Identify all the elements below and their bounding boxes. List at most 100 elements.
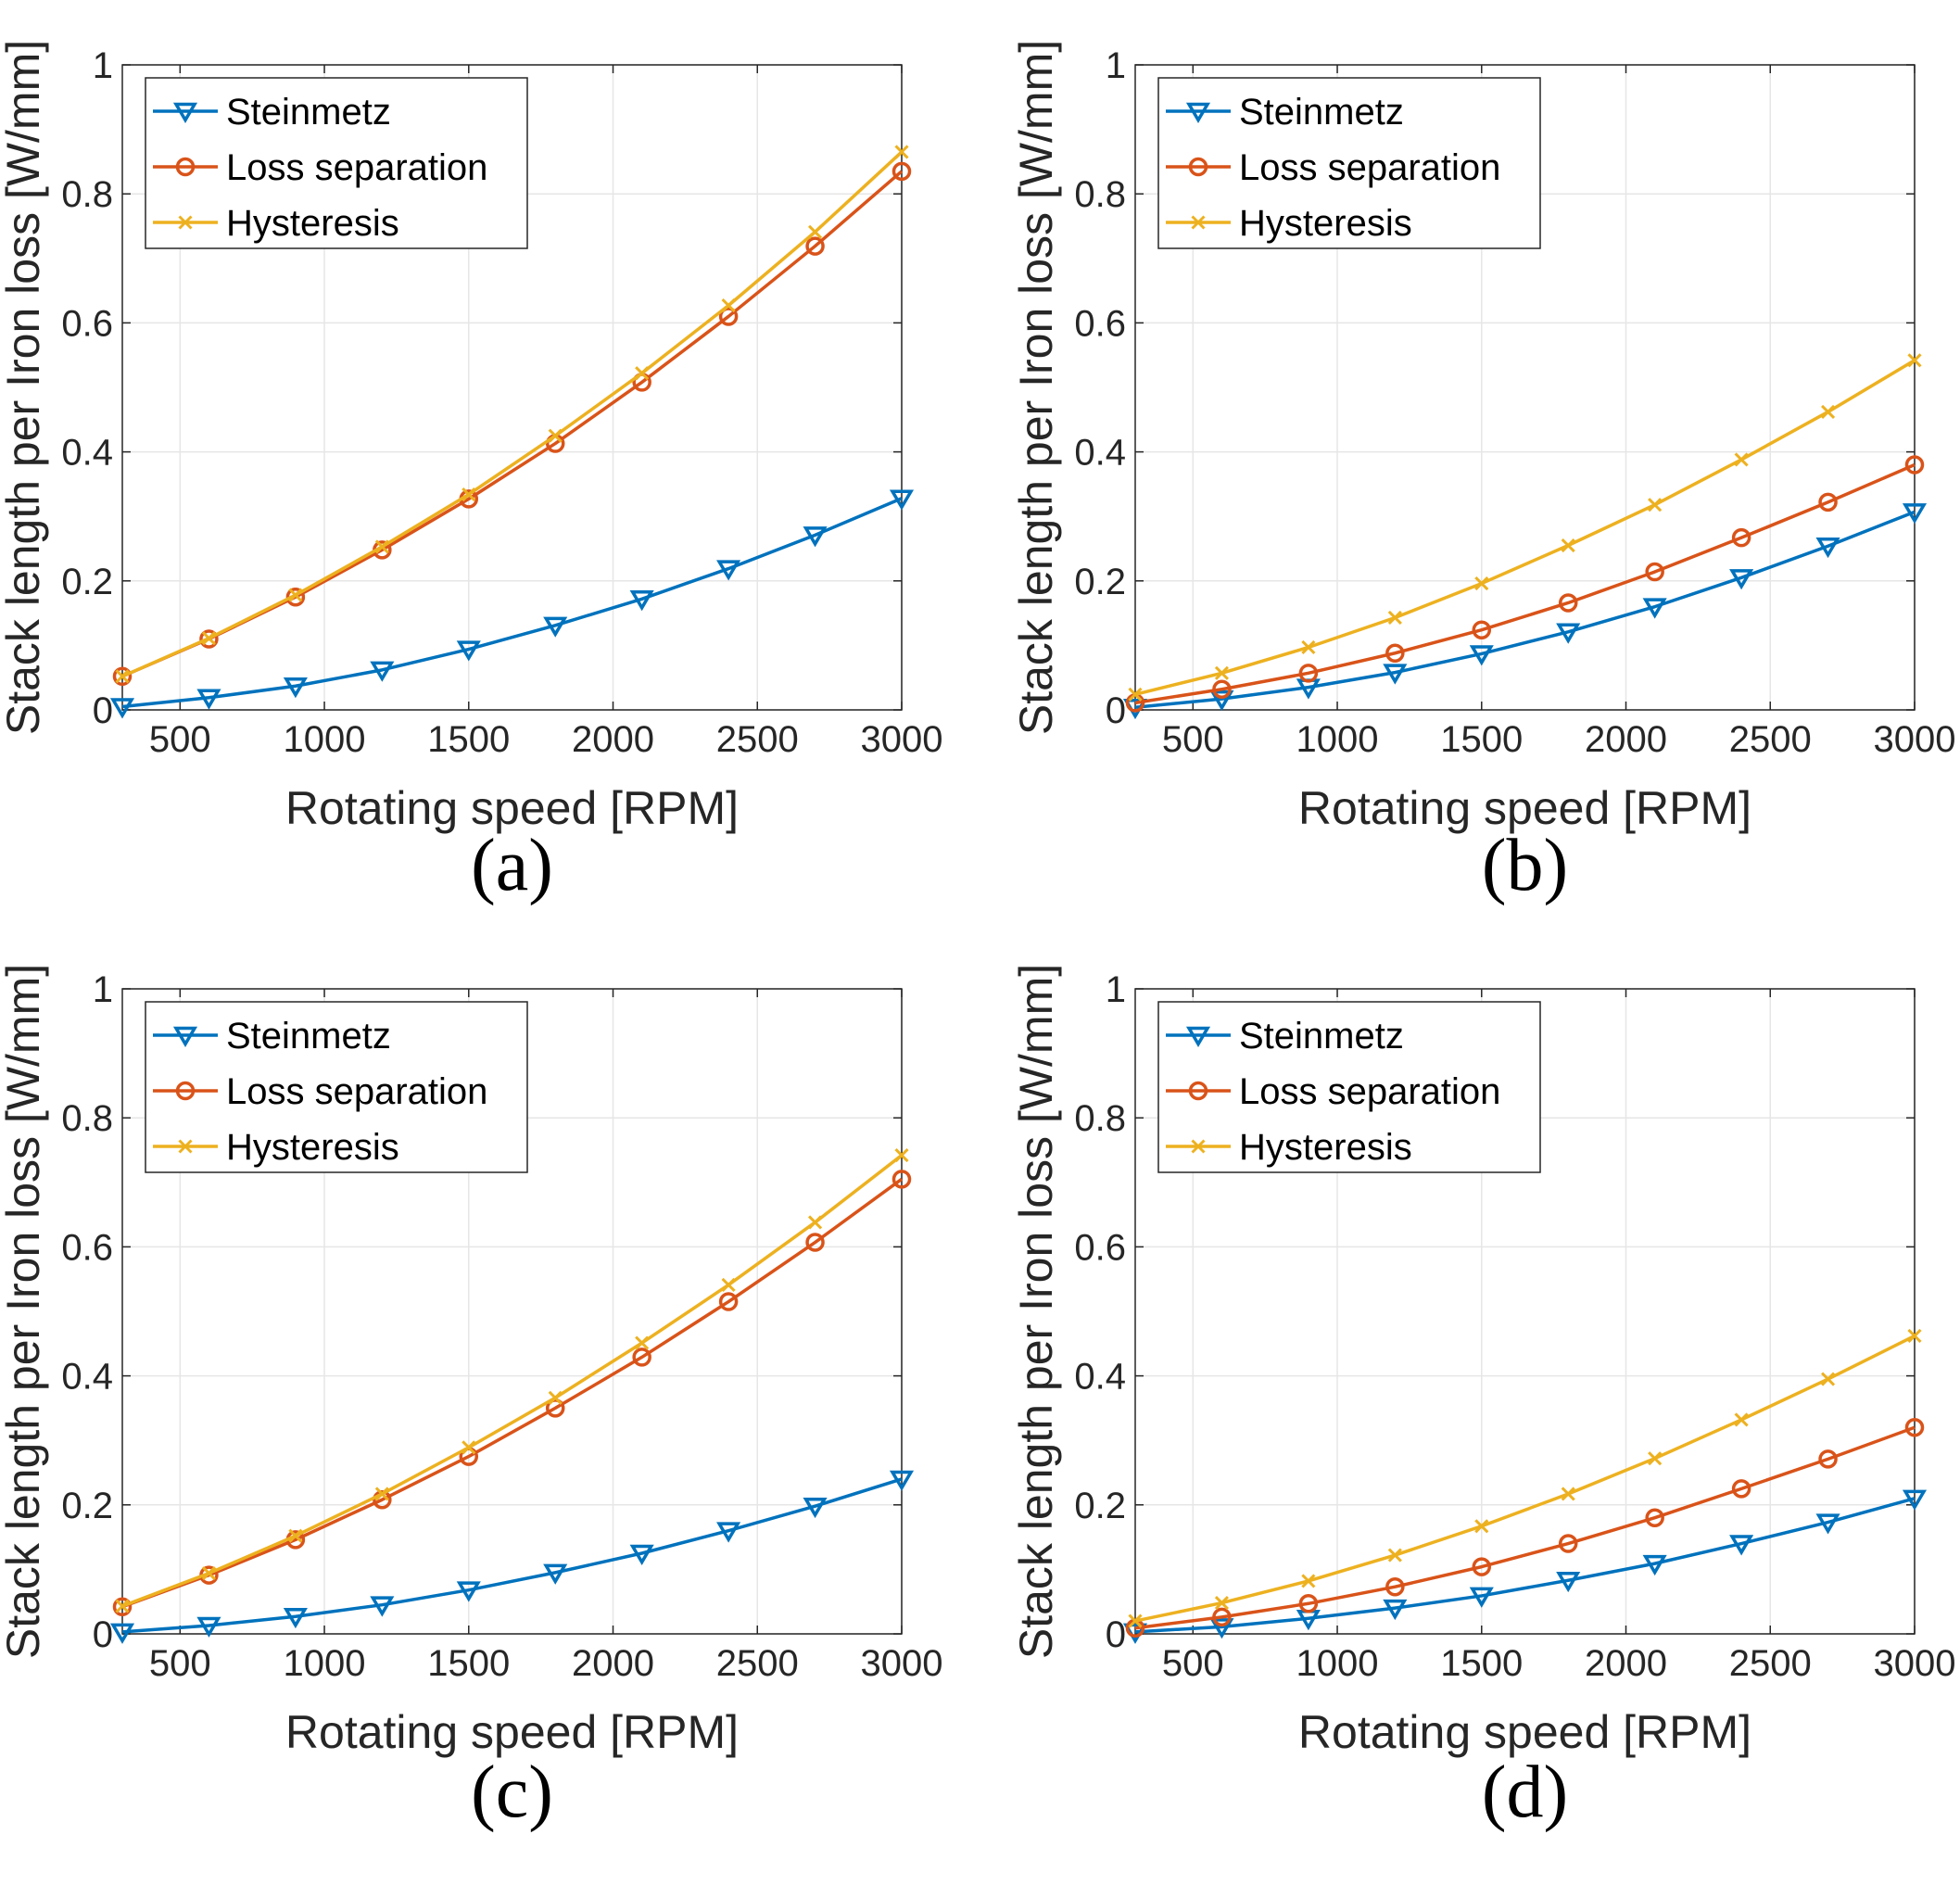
data-point — [1902, 1489, 1928, 1511]
legend-marker — [1185, 1026, 1211, 1047]
legend-label: Hysteresis — [1239, 1127, 1412, 1168]
x-tick-label: 1500 — [427, 1643, 510, 1684]
data-point — [1558, 1534, 1578, 1553]
legend-item: Steinmetz — [153, 1016, 391, 1057]
axes-box — [121, 64, 903, 711]
y-axis-label: Stack length per Iron loss [W/mm] — [1010, 964, 1062, 1659]
y-tick-label: 0.2 — [61, 562, 113, 602]
data-point — [1472, 1557, 1492, 1576]
y-tick-label: 0 — [93, 690, 113, 731]
data-point — [109, 1623, 135, 1644]
y-tick-label: 0.6 — [61, 1227, 113, 1268]
panel-label: (b) — [1482, 825, 1568, 906]
x-tick-label: 2500 — [716, 719, 799, 760]
series-steinmetz — [1122, 503, 1928, 720]
x-tick-label: 500 — [1162, 1643, 1224, 1684]
series-steinmetz — [109, 1470, 915, 1644]
legend-item: Hysteresis — [1166, 1127, 1412, 1168]
data-point — [1642, 598, 1667, 619]
x-tick-label: 1500 — [427, 719, 510, 760]
y-tick-label: 0 — [93, 1614, 113, 1655]
legend-marker — [172, 102, 198, 123]
legend: Steinmetz Loss separation Hysteresis — [1157, 77, 1541, 249]
data-point — [807, 1215, 823, 1230]
x-axis-label: Rotating speed [RPM] — [1298, 782, 1751, 834]
data-point — [1387, 610, 1402, 626]
x-axis-label: Rotating speed [RPM] — [285, 1706, 739, 1758]
data-point — [635, 366, 650, 381]
data-point — [1904, 455, 1925, 474]
x-tick-label: 2500 — [1729, 1643, 1812, 1684]
y-tick-label: 0.2 — [61, 1486, 113, 1526]
x-tick-label: 1500 — [1440, 1643, 1523, 1684]
y-axis-label: Stack length per Iron loss [W/mm] — [0, 40, 49, 735]
series-hysteresis — [1128, 1328, 1922, 1628]
x-axis-label: Rotating speed [RPM] — [285, 782, 739, 834]
data-point — [1301, 1574, 1316, 1588]
data-point — [721, 1277, 736, 1293]
data-point — [1212, 1607, 1232, 1627]
data-point — [1820, 404, 1836, 420]
legend-label: Steinmetz — [226, 92, 391, 133]
data-point — [891, 161, 912, 182]
x-tick-label: 2500 — [716, 1643, 799, 1684]
series-line — [121, 1477, 903, 1634]
data-point — [196, 689, 221, 710]
data-point — [1734, 1412, 1749, 1427]
data-point — [891, 1170, 912, 1189]
x-tick-label: 1000 — [284, 719, 366, 760]
y-tick-label: 1 — [1106, 969, 1126, 1010]
data-point — [288, 1528, 303, 1543]
legend-box — [145, 77, 528, 249]
data-point — [1301, 639, 1316, 655]
data-point — [285, 587, 306, 607]
legend-marker — [175, 157, 196, 177]
legend: Steinmetz Loss separation Hysteresis — [1157, 1001, 1541, 1173]
axes-box — [1134, 64, 1916, 711]
x-tick-label: 1000 — [284, 1643, 366, 1684]
x-tick-label: 2000 — [572, 719, 654, 760]
y-tick-label: 0.8 — [61, 174, 113, 215]
legend-label: Steinmetz — [226, 1016, 391, 1057]
data-point — [543, 1563, 568, 1585]
legend-item: Loss separation — [153, 1071, 487, 1112]
data-point — [1642, 1554, 1667, 1576]
series-line — [121, 150, 904, 678]
data-point — [1474, 576, 1489, 591]
data-point — [283, 1607, 308, 1629]
chart-panel-a: 500 1000 1500 2000 2500 3000 0 0.2 0.4 0.6 0.8 1 Rot… — [0, 40, 942, 906]
series-steinmetz — [1122, 1489, 1928, 1644]
data-point — [374, 539, 389, 554]
series-line — [1134, 1334, 1916, 1623]
legend-item: Steinmetz — [153, 92, 391, 133]
data-point — [716, 560, 741, 581]
legend-label: Steinmetz — [1239, 92, 1404, 133]
series-line — [121, 1177, 904, 1609]
series-hysteresis — [115, 1148, 909, 1613]
data-point — [718, 1292, 739, 1311]
data-point — [803, 1497, 828, 1519]
axes-box — [1134, 988, 1916, 1635]
legend-marker — [172, 1026, 198, 1047]
x-tick-label: 500 — [1162, 719, 1224, 760]
legend: Steinmetz Loss separation Hysteresis — [145, 77, 528, 249]
series-line — [1134, 462, 1916, 705]
legend-marker — [1191, 215, 1206, 230]
data-point — [201, 1566, 217, 1581]
y-tick-label: 0.8 — [1074, 1098, 1126, 1139]
series-line — [1134, 1497, 1916, 1634]
data-point — [1729, 1535, 1754, 1556]
data-point — [462, 1440, 476, 1455]
legend-label: Loss separation — [226, 1071, 487, 1112]
data-point — [632, 1348, 651, 1367]
data-point — [1383, 1599, 1408, 1621]
data-point — [1556, 1571, 1581, 1593]
y-tick-label: 0.8 — [1074, 174, 1126, 215]
data-point — [548, 1390, 563, 1405]
y-tick-label: 0.4 — [61, 1357, 113, 1398]
y-tick-label: 1 — [93, 45, 113, 86]
data-point — [1648, 498, 1663, 512]
series-line — [121, 497, 903, 709]
data-point — [1469, 1587, 1494, 1608]
